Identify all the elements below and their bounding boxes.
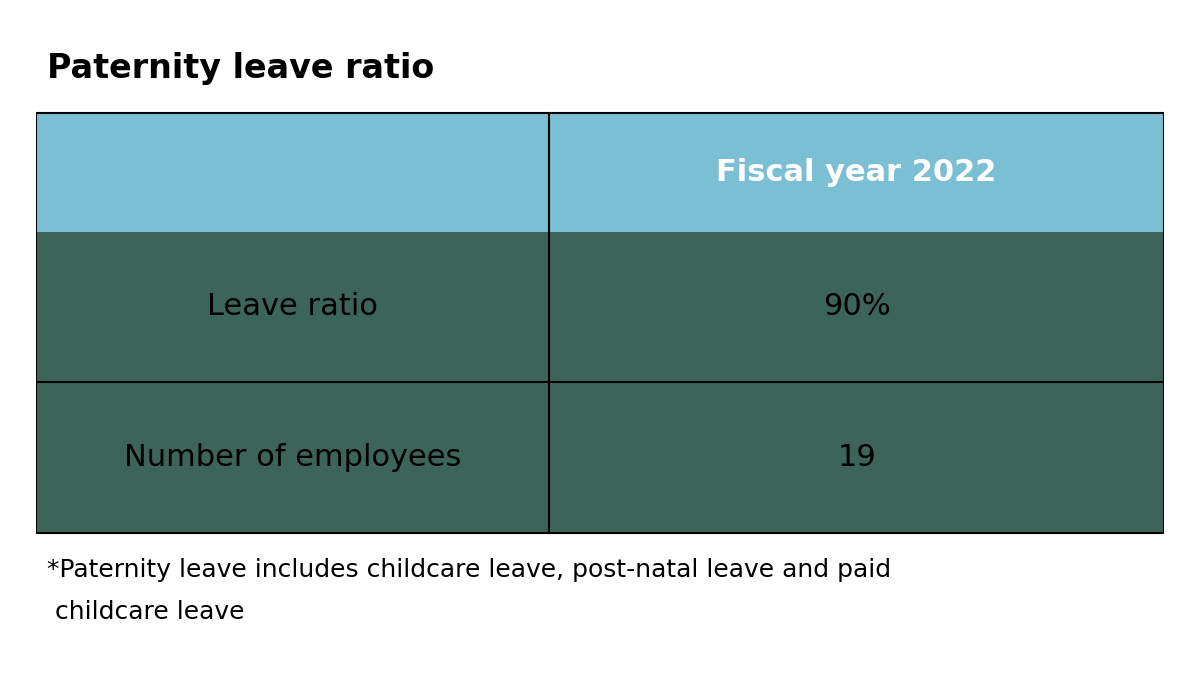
Text: Paternity leave ratio: Paternity leave ratio xyxy=(47,52,434,85)
Text: Fiscal year 2022: Fiscal year 2022 xyxy=(716,158,997,187)
Text: 19: 19 xyxy=(838,443,876,472)
Text: 90%: 90% xyxy=(823,292,890,321)
Bar xyxy=(36,382,1164,533)
Bar xyxy=(36,232,1164,382)
Text: Leave ratio: Leave ratio xyxy=(208,292,378,321)
Bar xyxy=(36,113,1164,232)
Text: childcare leave: childcare leave xyxy=(47,600,245,624)
Text: Number of employees: Number of employees xyxy=(124,443,461,472)
Text: *Paternity leave includes childcare leave, post-natal leave and paid: *Paternity leave includes childcare leav… xyxy=(47,558,892,582)
